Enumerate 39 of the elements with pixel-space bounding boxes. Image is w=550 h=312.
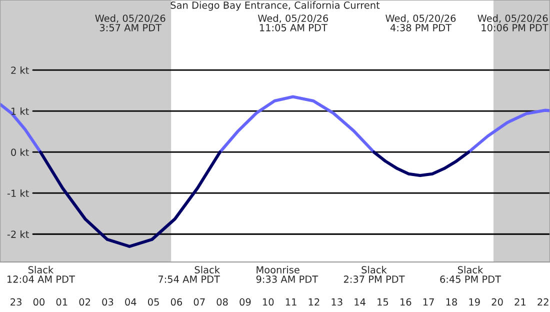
- x-tick-label: 12: [308, 298, 320, 306]
- x-tick-label: 07: [194, 298, 205, 306]
- text: Slack 12:04 AM PDT: [8, 266, 75, 283]
- x-tick-label: 09: [240, 298, 251, 306]
- annotation: Wed, 05/20/26 3:57 AM PDT: [95, 14, 166, 32]
- text: Moonrise 9:33 AM PDT: [256, 266, 318, 283]
- x-tick-label: 14: [354, 298, 366, 306]
- x-tick-label: 08: [216, 298, 228, 306]
- text: Slack 2:37 PM PDT: [344, 266, 405, 283]
- x-tick-label: 03: [102, 298, 114, 306]
- x-tick-label: 15: [378, 298, 388, 306]
- y-tick-label: 2 kt: [11, 66, 29, 74]
- x-tick-label: 19: [469, 298, 480, 306]
- annotation: Wed, 05/20/26 4:38 PM PDT: [386, 14, 456, 32]
- annotation: Wed, 05/20/26 11:05 AM PDT: [258, 14, 328, 32]
- x-tick-label: 18: [446, 298, 457, 306]
- text: Slack 7:54 AM PDT: [158, 266, 220, 283]
- x-tick-label: 01: [56, 298, 68, 306]
- x-tick-label: 21: [514, 298, 526, 306]
- x-tick-label: 13: [332, 298, 342, 306]
- annotation: Wed, 05/20/26 10:06 PM PDT: [478, 14, 548, 32]
- x-tick-label: 16: [400, 298, 412, 306]
- chart-title: San Diego Bay Entrance, California Current: [170, 1, 380, 11]
- x-tick-label: 04: [125, 298, 136, 306]
- y-tick-label: 1 kt: [12, 107, 29, 115]
- y-tick-label: 0 kt: [11, 148, 29, 156]
- text: Slack 6:45 PM PDT: [440, 266, 502, 283]
- x-tick-label: 11: [286, 298, 296, 306]
- y-tick-label: -2 kt: [7, 230, 29, 238]
- x-tick-label: 10: [263, 298, 274, 306]
- x-tick-label: 22: [538, 298, 548, 306]
- x-tick-label: 00: [33, 298, 44, 306]
- x-tick-label: 02: [79, 298, 90, 306]
- x-tick-label: 20: [492, 298, 503, 306]
- x-tick-label: 23: [10, 298, 22, 306]
- y-tick-label: -1 kt: [7, 189, 29, 197]
- x-tick-label: 06: [170, 298, 182, 306]
- x-tick-label: 17: [423, 298, 434, 306]
- x-tick-label: 05: [148, 298, 159, 306]
